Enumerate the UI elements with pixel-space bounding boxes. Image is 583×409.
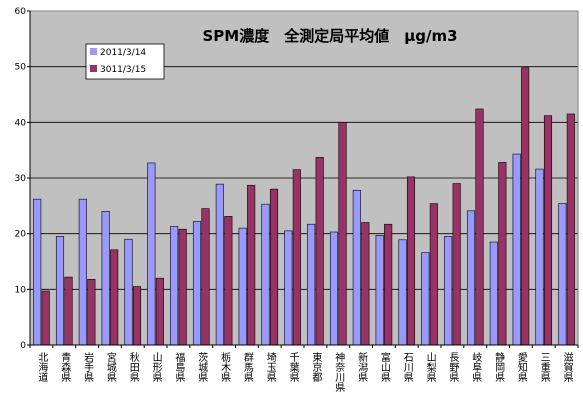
bar-series-2 [406, 176, 416, 346]
bar-series-2 [132, 286, 142, 346]
bar-series-2 [521, 67, 530, 346]
y-tick-label: 40 [15, 118, 27, 128]
bar-series-2 [292, 169, 301, 346]
x-category-label: 宮城県 [104, 351, 116, 383]
legend-swatch-series-1 [90, 48, 97, 55]
bar-series-2 [178, 228, 187, 346]
bar-series-2 [315, 157, 324, 346]
y-tick-label: 50 [15, 63, 27, 73]
bar-series-1 [215, 183, 224, 346]
x-category-label: 三重県 [538, 352, 550, 383]
x-category-label: 群馬県 [241, 351, 253, 383]
x-category-label: 千葉県 [287, 352, 299, 383]
bar-series-1 [444, 236, 453, 346]
bar-series-2 [224, 216, 233, 346]
bar-series-2 [155, 277, 164, 346]
x-category-label: 埼玉県 [264, 351, 276, 383]
bar-series-2 [87, 279, 96, 346]
bar-series-1 [238, 227, 247, 346]
x-category-label: 北海道 [36, 352, 48, 382]
bar-series-2 [361, 222, 370, 346]
x-category-label: 富山県 [378, 351, 390, 383]
x-category-label: 山梨県 [424, 352, 436, 383]
x-category-label: 茨城県 [196, 351, 208, 383]
y-tick-label: 10 [15, 285, 27, 295]
x-category-label: 神奈川県 [333, 351, 345, 393]
y-tick-label: 60 [15, 7, 27, 17]
bar-series-2 [543, 115, 553, 346]
legend: 2011/3/14 3011/3/15 [85, 43, 165, 80]
x-category-label: 秋田県 [127, 351, 139, 383]
bar-series-1 [398, 239, 407, 346]
bar-series-2 [41, 290, 50, 346]
bar-series-1 [124, 238, 133, 346]
bar-series-1 [558, 203, 567, 346]
bar-series-1 [33, 198, 42, 346]
y-tick-label: 20 [15, 230, 27, 240]
bar-series-2 [452, 183, 461, 346]
x-category-label: 静岡県 [493, 351, 505, 383]
x-category-label: 岐阜県 [470, 351, 482, 383]
x-category-label: 石川県 [401, 352, 413, 383]
bar-series-1 [352, 189, 361, 346]
y-tick-label: 30 [15, 174, 27, 184]
bar-series-1 [147, 162, 156, 346]
bar-series-1 [284, 230, 293, 346]
bar-series-2 [566, 113, 575, 346]
bar-series-1 [512, 153, 521, 346]
x-category-label: 福島県 [173, 351, 185, 383]
bar-series-1 [78, 198, 87, 346]
bar-series-1 [101, 211, 110, 346]
bar-series-1 [375, 235, 384, 346]
x-category-label: 青森県 [59, 351, 71, 383]
x-category-label: 岩手県 [82, 351, 94, 383]
bar-series-1 [489, 241, 498, 346]
bar-series-2 [201, 208, 210, 346]
legend-swatch-series-2 [90, 65, 97, 72]
legend-box [85, 43, 165, 80]
bar-series-2 [338, 122, 347, 346]
bar-series-2 [498, 162, 507, 346]
bar-series-2 [269, 188, 279, 346]
bar-series-2 [247, 184, 256, 346]
bar-series-1 [170, 226, 179, 346]
bar-series-2 [64, 276, 73, 346]
bar-series-2 [110, 249, 119, 346]
bar-series-2 [384, 223, 393, 346]
x-category-label: 山形県 [150, 352, 162, 383]
x-category-label: 滋賀県 [561, 351, 573, 383]
bar-series-1 [307, 223, 316, 346]
x-category-label: 東京都 [310, 351, 322, 383]
bar-series-1 [192, 221, 202, 346]
bar-series-1 [329, 231, 339, 346]
legend-label-series-1: 2011/3/14 [100, 48, 146, 58]
bar-series-1 [421, 252, 430, 346]
x-category-label: 新潟県 [356, 351, 368, 383]
bar-series-1 [466, 210, 476, 346]
bar-series-1 [261, 203, 270, 346]
bar-series-1 [535, 168, 544, 346]
chart-title: SPM濃度 全測定局平均値 μg/m3 [202, 27, 457, 45]
legend-label-series-2: 3011/3/15 [100, 65, 146, 75]
bar-series-2 [429, 203, 438, 346]
x-category-label: 栃木県 [219, 351, 231, 383]
y-tick-label: 0 [20, 341, 26, 351]
bar-series-2 [475, 108, 484, 346]
x-category-label: 長野県 [447, 352, 459, 383]
bar-series-1 [55, 236, 65, 346]
x-category-label: 愛知県 [515, 351, 527, 383]
